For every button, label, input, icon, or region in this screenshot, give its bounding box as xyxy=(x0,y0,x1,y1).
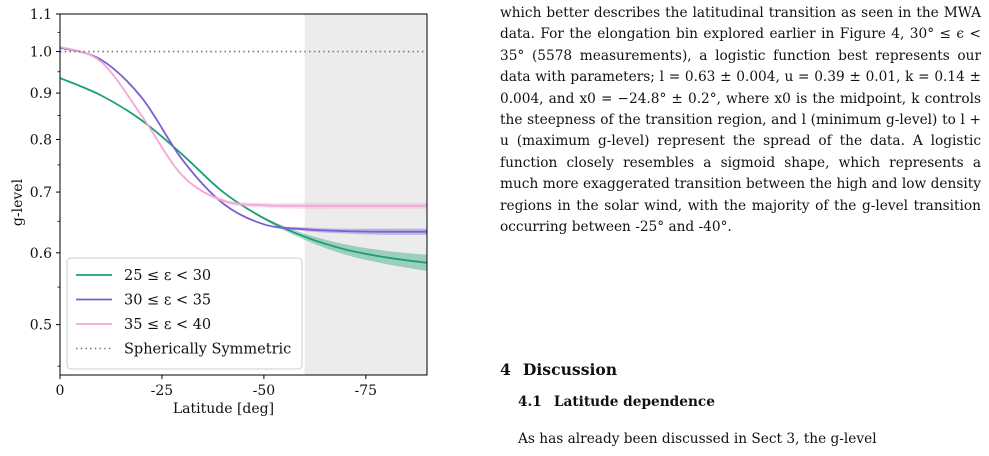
legend-label: 30 ≤ ε < 35 xyxy=(124,293,211,309)
series-band-1 xyxy=(60,78,427,271)
x-tick-label: -75 xyxy=(355,383,378,399)
section-number: 4 xyxy=(500,360,511,379)
body-paragraph-start: As has already been discussed in Sect 3,… xyxy=(518,431,877,447)
x-tick-label: -25 xyxy=(151,383,174,399)
section-title: Discussion xyxy=(522,360,618,379)
x-axis-label: Latitude [deg] xyxy=(173,401,274,417)
figure: 0 -25 -50 -75 0.5 0.6 0.7 0.8 0.9 1.0 1.1 Latitude … xyxy=(0,0,460,456)
y-tick-label: 0.5 xyxy=(30,318,52,334)
x-tick-label: -50 xyxy=(253,383,276,399)
plot-series-group xyxy=(60,45,427,271)
subsection-number: 4.1 xyxy=(518,394,542,410)
body-paragraph: which better describes the latitudinal t… xyxy=(500,5,981,236)
subsection-heading: 4.1 Latitude dependence xyxy=(518,394,715,410)
y-tick-label: 1.0 xyxy=(30,45,52,61)
y-tick-label: 1.1 xyxy=(30,7,52,23)
shaded-region xyxy=(304,14,427,375)
series-line-3 xyxy=(60,45,427,207)
y-axis-label: g-level xyxy=(10,178,26,226)
legend-label: Spherically Symmetric xyxy=(124,342,291,358)
series-line-1 xyxy=(60,77,427,264)
legend-label: 25 ≤ ε < 30 xyxy=(124,268,211,284)
g-level-chart: 0 -25 -50 -75 0.5 0.6 0.7 0.8 0.9 1.0 1.1 Latitude … xyxy=(10,7,428,417)
legend xyxy=(66,257,303,370)
y-tick-label: 0.9 xyxy=(30,86,52,102)
y-tick-label: 0.8 xyxy=(30,132,52,148)
subsection-title: Latitude dependence xyxy=(553,394,715,410)
y-tick-label: 0.7 xyxy=(30,185,52,201)
series-line-2 xyxy=(60,46,427,233)
plot-frame xyxy=(59,13,428,376)
section-heading: 4 Discussion xyxy=(500,360,617,379)
legend-label: 35 ≤ ε < 40 xyxy=(124,317,211,333)
y-tick-label: 0.6 xyxy=(30,246,52,262)
x-tick-label: 0 xyxy=(56,383,65,399)
